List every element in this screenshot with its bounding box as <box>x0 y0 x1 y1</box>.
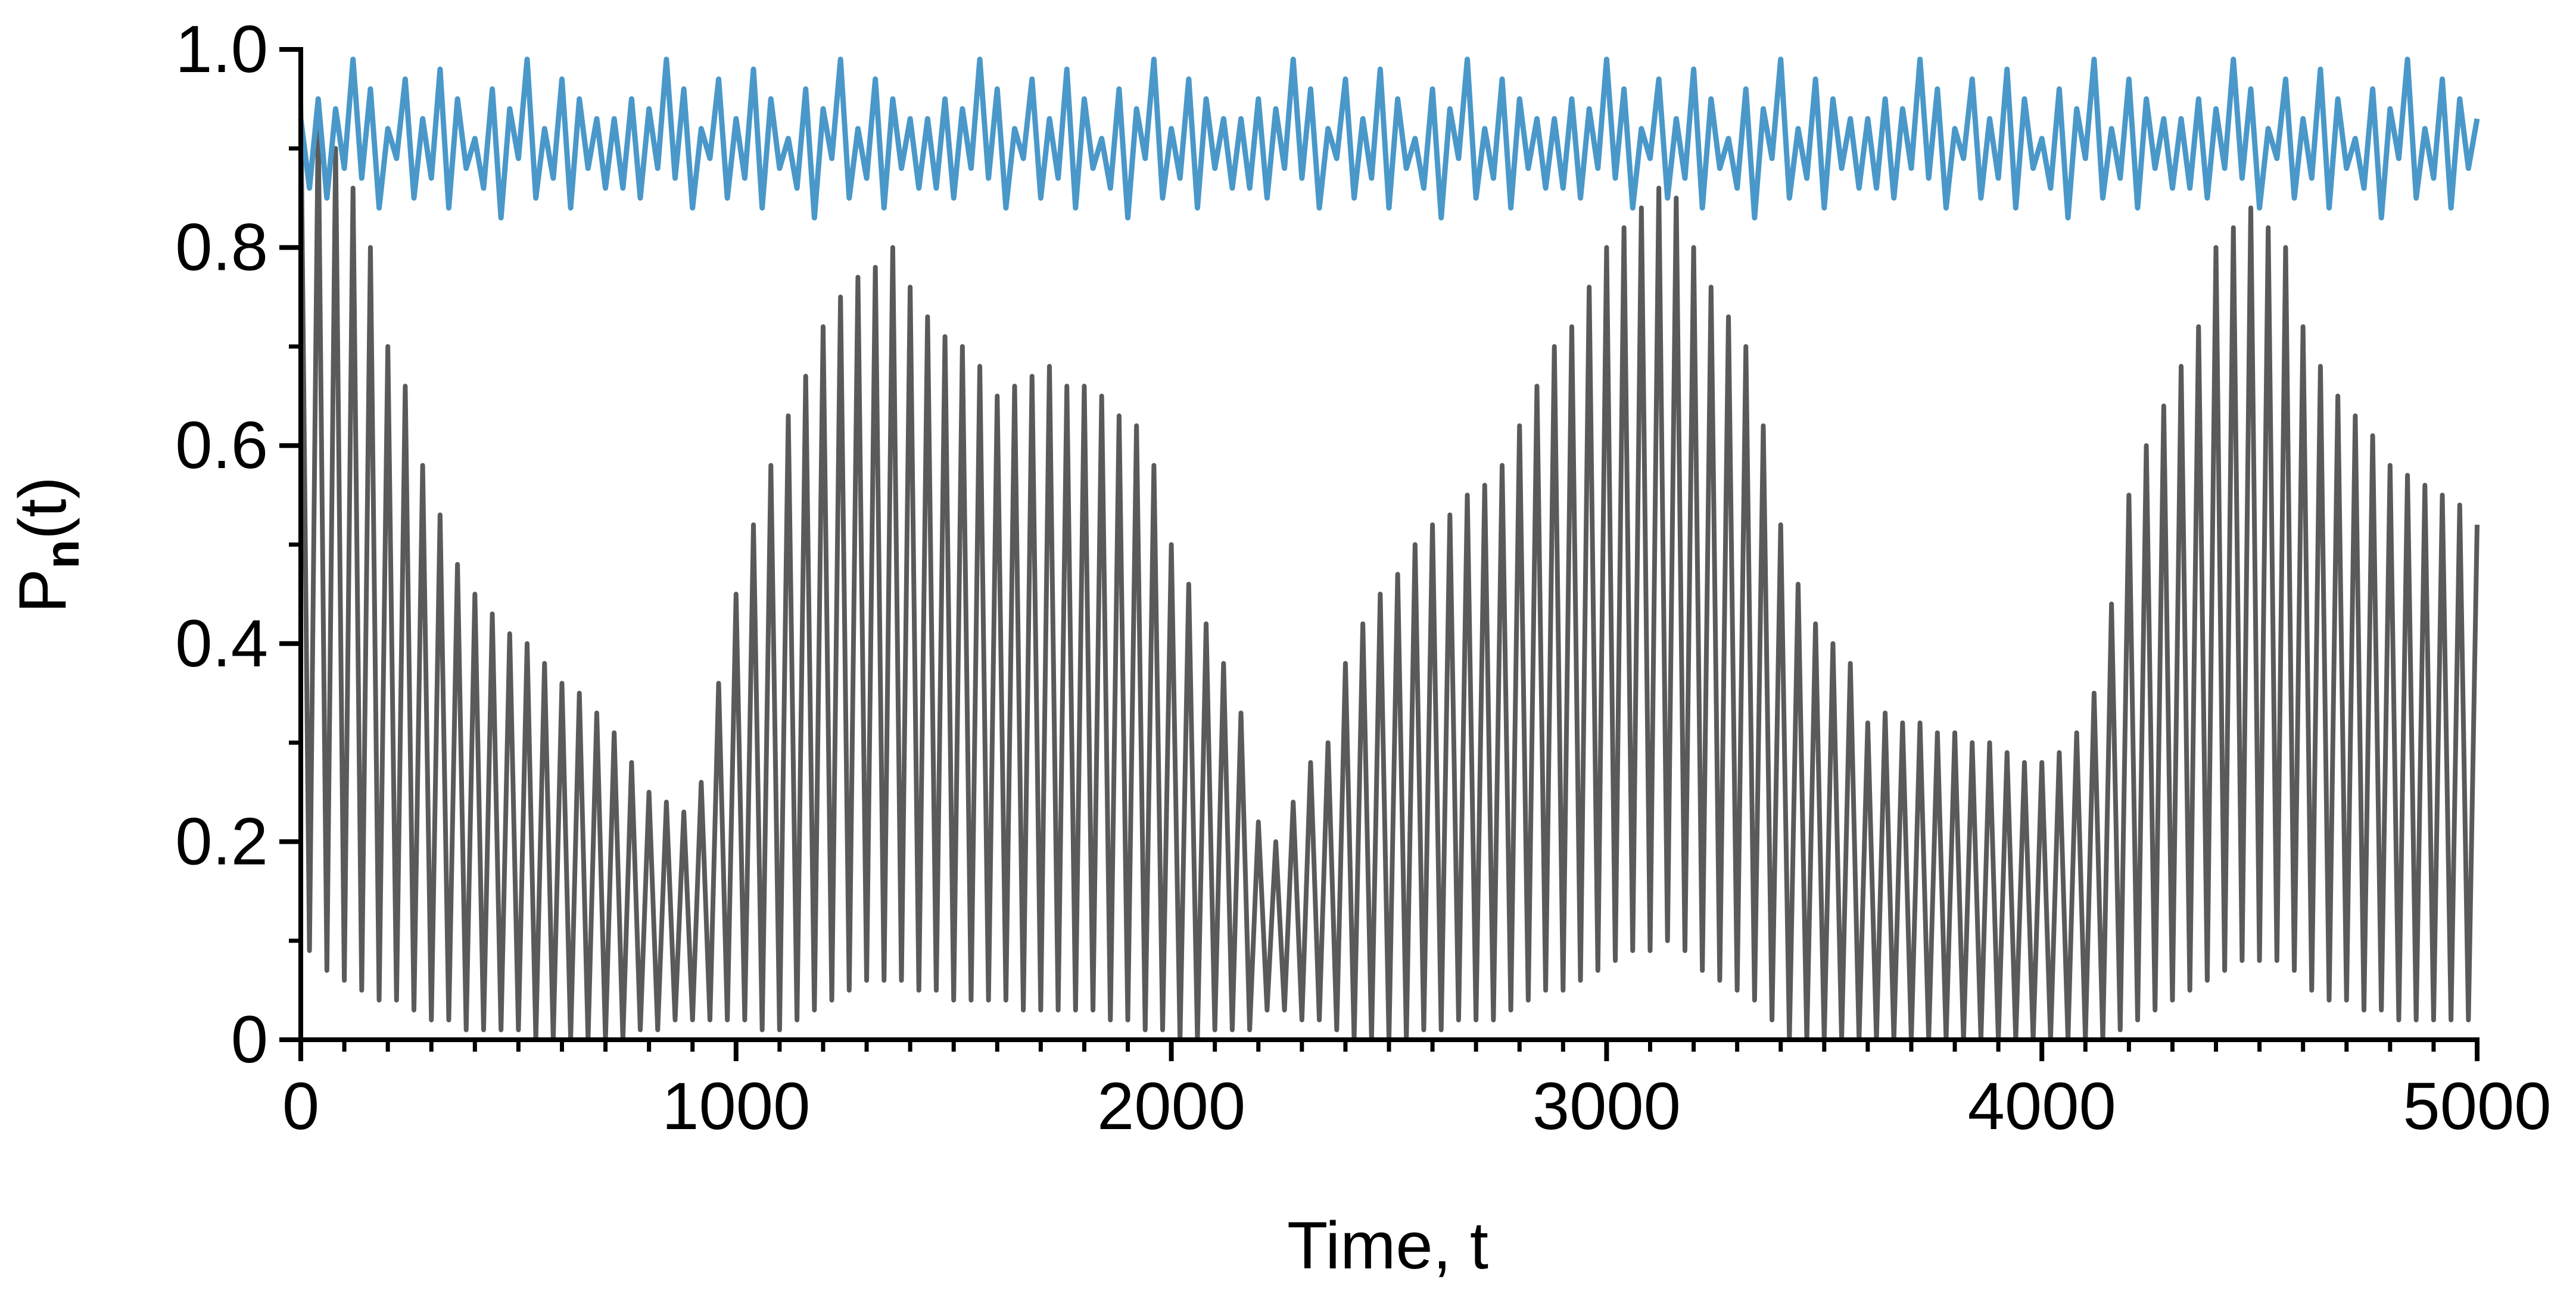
x-tick-label: 2000 <box>1097 1069 1245 1143</box>
y-tick-label: 0.8 <box>175 210 268 285</box>
x-tick-label: 5000 <box>2403 1069 2551 1143</box>
y-tick-label: 0.2 <box>175 804 268 878</box>
y-axis-label: Pn(t) <box>5 476 89 613</box>
y-tick-label: 0.4 <box>175 606 268 681</box>
x-tick-label: 3000 <box>1532 1069 1681 1143</box>
x-tick-label: 0 <box>282 1069 319 1143</box>
y-tick-label: 0 <box>231 1002 268 1077</box>
y-tick-label: 1.0 <box>175 12 268 86</box>
x-tick-label: 4000 <box>1968 1069 2116 1143</box>
series-line <box>298 57 2480 221</box>
y-tick-label: 0.6 <box>175 408 268 482</box>
x-axis-label: Time, t <box>1287 1208 1488 1283</box>
y-axis-label-rest: (t) <box>5 476 80 540</box>
series-line <box>298 99 2480 1042</box>
y-axis-label-sub: n <box>36 540 89 569</box>
y-axis-label-main: P <box>5 569 80 613</box>
x-tick-label: 1000 <box>662 1069 810 1143</box>
